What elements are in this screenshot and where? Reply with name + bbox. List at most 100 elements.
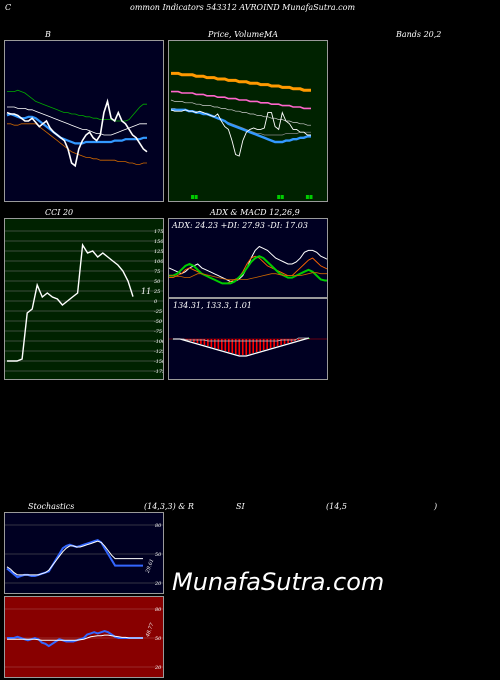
bollinger-title-left: B	[45, 30, 51, 39]
macd-histogram-bar	[186, 339, 188, 340]
macd-histogram-bar	[238, 339, 241, 355]
bollinger-series-5-line	[6, 98, 148, 168]
watermark: MunafaSutra.com	[172, 568, 385, 596]
macd-histogram-bar	[196, 339, 199, 343]
macd-histogram-bar	[245, 339, 248, 355]
cci-tick-label: -75	[154, 329, 162, 335]
adx-macd-title: ADX & MACD 12,26,9	[210, 208, 300, 217]
macd-histogram-bar	[193, 339, 195, 342]
stoch-params: (14,3,3) & R	[144, 502, 194, 511]
macd-histogram-bar	[266, 339, 268, 349]
cci-tick-label: 150	[154, 239, 164, 245]
cci-chart: 175 150 125 100 75 50 25 0 -25 -50 -75 -100 -125 -150…	[5, 219, 164, 379]
adx-series-3-line	[169, 255, 327, 285]
price-series-6-line	[170, 109, 311, 157]
macd-histogram-bar	[224, 339, 227, 351]
cci-panel: 175 150 125 100 75 50 25 0 -25 -50 -75 -100 -125 -150…	[4, 218, 164, 380]
adx-values: ADX: 24.23 +DI: 27.93 -DI: 17.03	[172, 221, 308, 230]
rsi-params: (14,5	[326, 502, 347, 511]
stoch-title: Stochastics	[28, 502, 75, 511]
macd-histogram-bar	[210, 339, 213, 347]
macd-histogram-bar	[214, 339, 216, 348]
stochastics-chart: 80 50 20	[5, 513, 163, 593]
macd-histogram-bar	[234, 339, 237, 354]
page-title: ommon Indicators 543312 AVROIND MunafaSu…	[130, 3, 356, 12]
rsi-panel: 80 50 20 48.77	[4, 596, 164, 678]
volume-bar	[191, 195, 195, 199]
macd-histogram-bar	[221, 339, 223, 350]
macd-histogram-bar	[287, 339, 289, 343]
cci-last-value: 11	[141, 287, 152, 296]
macd-histogram-bar	[207, 339, 209, 346]
cci-tick-label: -150	[154, 359, 164, 365]
price-series-3-line	[170, 99, 311, 126]
macd-histogram-bar	[241, 339, 244, 355]
macd-values: 134.31, 133.3, 1.01	[173, 301, 252, 310]
bollinger-series-2-line	[7, 106, 147, 136]
adx-chart	[169, 219, 327, 297]
macd-histogram-bar	[280, 339, 282, 345]
macd-histogram-bar	[297, 339, 300, 340]
macd-histogram-bar	[290, 339, 293, 342]
stoch-background	[5, 513, 163, 593]
macd-histogram-bar	[252, 339, 255, 353]
volume-bar	[277, 195, 281, 199]
volume-bar	[309, 195, 313, 199]
macd-histogram-bar	[217, 339, 220, 349]
rsi-tick-label: 80	[155, 607, 162, 613]
macd-histogram-bar	[269, 339, 272, 348]
macd-histogram-bar	[262, 339, 265, 350]
adx-series-4-line	[169, 272, 327, 280]
bands-title: Bands 20,2	[396, 30, 442, 39]
bollinger-series-1-line	[7, 89, 147, 122]
rsi-series-1-line	[7, 629, 143, 648]
stoch-tick-label: 20	[154, 581, 162, 587]
cci-title: CCI 20	[45, 208, 74, 217]
bollinger-series-3-line	[6, 112, 147, 145]
rsi-tick-label: 50	[155, 636, 162, 642]
cci-tick-label: 175	[154, 229, 164, 235]
volume-bar	[305, 195, 309, 199]
cci-tick-label: -25	[154, 309, 162, 315]
cci-tick-label: 25	[153, 289, 160, 295]
adx-panel: ADX: 24.23 +DI: 27.93 -DI: 17.03	[168, 218, 328, 298]
stoch-tick-label: 80	[155, 523, 162, 529]
price-chart	[169, 41, 327, 201]
rsi-series-2-line	[7, 634, 143, 641]
price-series-1-line	[171, 71, 311, 92]
stochastics-panel: 80 50 20 29.61	[4, 512, 164, 594]
rsi-chart: 80 50 20	[5, 597, 163, 677]
macd-signal-line-1	[173, 337, 310, 357]
macd-histogram-bar	[231, 339, 234, 353]
macd-histogram-bar	[248, 339, 251, 354]
volume-bar	[280, 195, 284, 199]
ma-title: MA	[264, 30, 278, 39]
price-volume-title: Price, Volume,	[208, 30, 267, 39]
adx-background	[169, 219, 327, 297]
macd-signal-line-2	[173, 337, 309, 342]
rsi-params-close: )	[434, 502, 438, 511]
cci-tick-label: 0	[154, 299, 158, 305]
cci-tick-label: 100	[154, 259, 164, 265]
cci-tick-label: -125	[154, 349, 164, 355]
adx-series-2-line	[169, 255, 327, 284]
adx-series-1-line	[169, 245, 327, 282]
cci-tick-label: 75	[154, 269, 160, 275]
price-series-2-line	[171, 90, 311, 110]
cci-tick-label: 50	[154, 279, 161, 285]
bollinger-background	[5, 41, 163, 201]
cci-series-1-line	[7, 242, 134, 362]
cci-tick-label: -100	[154, 339, 164, 345]
macd-panel: 134.31, 133.3, 1.01	[168, 298, 328, 380]
macd-histogram-bar	[273, 339, 275, 347]
macd-histogram-bar	[276, 339, 279, 346]
stoch-tick-label: 50	[155, 552, 162, 558]
cci-background	[5, 219, 163, 379]
bollinger-chart	[5, 41, 163, 201]
macd-chart	[169, 299, 327, 379]
rsi-title: SI	[236, 502, 245, 511]
macd-histogram-bar	[255, 339, 258, 352]
volume-bar	[194, 195, 198, 199]
price-panel	[168, 40, 328, 202]
macd-histogram-bar	[227, 339, 230, 352]
